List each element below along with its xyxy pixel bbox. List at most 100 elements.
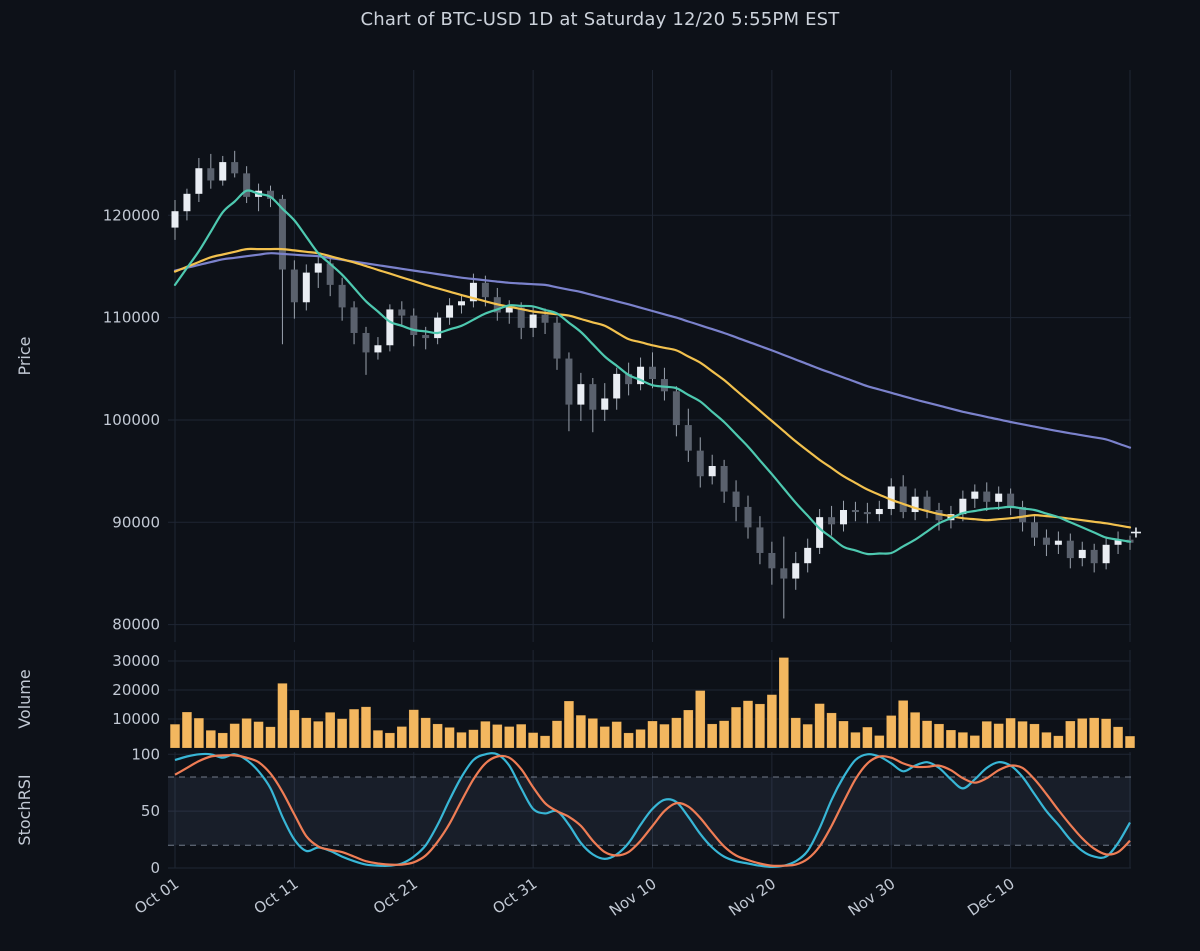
candle <box>804 547 812 564</box>
volume-axis-title: Volume <box>15 669 34 729</box>
candle <box>207 168 215 181</box>
candle <box>660 379 668 392</box>
candle <box>195 168 203 194</box>
candle <box>995 493 1003 502</box>
candle <box>923 496 931 510</box>
candle <box>422 335 430 339</box>
candle <box>1054 540 1062 545</box>
candle <box>840 510 847 525</box>
candle <box>446 305 454 318</box>
candle <box>625 373 633 385</box>
candle <box>1090 549 1098 564</box>
x-tick-label: Dec 10 <box>964 875 1018 920</box>
candle <box>1007 493 1015 507</box>
candle <box>517 307 525 328</box>
candle <box>350 307 358 333</box>
candle <box>649 366 656 380</box>
candle <box>828 517 836 525</box>
candle <box>565 358 573 405</box>
candle <box>398 309 406 316</box>
candle <box>541 314 549 323</box>
candle <box>529 314 537 328</box>
candle <box>887 486 895 509</box>
candle <box>1019 506 1027 523</box>
candle <box>744 506 752 528</box>
y-tick-label: 120000 <box>103 206 160 224</box>
y-tick-label: 90000 <box>112 513 160 531</box>
candle <box>231 162 239 174</box>
candle <box>505 307 513 313</box>
candle <box>434 317 442 339</box>
candle <box>732 491 740 507</box>
candle <box>1031 522 1038 538</box>
candle <box>469 282 477 302</box>
ma-fast-line <box>173 189 1132 556</box>
x-tick-label: Oct 21 <box>370 875 421 918</box>
candle <box>863 512 871 515</box>
x-tick-label: Nov 10 <box>606 875 660 920</box>
stochrsi-axis-title: StochRSI <box>15 774 34 845</box>
candle <box>637 366 645 385</box>
candle <box>338 284 346 308</box>
candle <box>362 332 370 353</box>
volume-bars <box>169 657 1136 749</box>
candle <box>768 552 776 569</box>
candle <box>959 498 967 515</box>
candle <box>971 491 979 499</box>
y-tick-label: 10000 <box>112 710 160 728</box>
candle <box>851 510 859 513</box>
candle <box>374 345 382 353</box>
candle <box>553 322 561 359</box>
candle <box>899 486 907 513</box>
y-tick-label: 30000 <box>112 652 160 670</box>
stoch-d-line <box>174 754 1131 868</box>
candle <box>911 496 919 513</box>
candle <box>672 391 680 426</box>
ma-slow-line <box>173 252 1132 449</box>
x-tick-label: Oct 01 <box>131 875 182 918</box>
y-tick-label: 0 <box>150 859 160 877</box>
candle <box>684 425 692 451</box>
stochrsi-lines <box>174 752 1131 868</box>
y-tick-label: 80000 <box>112 616 160 634</box>
gridlines <box>168 70 1131 869</box>
price-axis-title: Price <box>15 336 34 375</box>
moving-averages <box>173 189 1132 556</box>
candle <box>696 450 704 477</box>
candle <box>875 508 883 515</box>
candle <box>183 193 191 212</box>
chart-title: Chart of BTC-USD 1D at Saturday 12/20 5:… <box>360 9 840 30</box>
candle <box>302 272 310 303</box>
candle <box>613 373 621 399</box>
candle <box>792 563 800 579</box>
x-tick-label: Oct 11 <box>251 875 302 918</box>
candle <box>1114 539 1122 545</box>
candle <box>243 173 251 197</box>
candle <box>1042 537 1050 545</box>
x-tick-label: Nov 30 <box>845 875 899 920</box>
last-price-marker <box>1130 527 1141 538</box>
candle-bodies <box>171 162 1134 579</box>
candle <box>1078 549 1086 559</box>
x-tick-label: Nov 20 <box>725 875 779 920</box>
y-tick-label: 100000 <box>103 411 160 429</box>
candle <box>267 190 274 199</box>
candle <box>589 384 597 410</box>
candle <box>481 282 489 298</box>
candle <box>171 211 179 228</box>
candle <box>290 269 298 303</box>
candle <box>1066 540 1074 559</box>
candle <box>1102 544 1110 564</box>
ma-mid-line <box>173 247 1132 529</box>
y-tick-label: 100 <box>131 745 160 763</box>
candle <box>219 162 227 181</box>
candle <box>410 315 418 336</box>
candle <box>708 466 716 477</box>
candle <box>780 568 788 579</box>
candle <box>458 301 465 306</box>
y-tick-label: 110000 <box>103 309 160 327</box>
candle <box>601 398 609 410</box>
candle <box>314 263 322 273</box>
